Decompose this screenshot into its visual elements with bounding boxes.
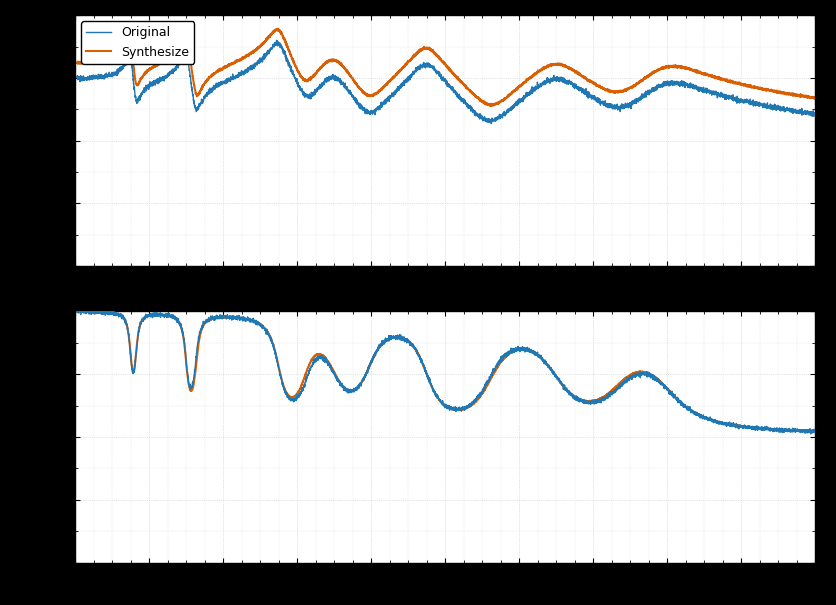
Original [679,403,689,410]
Synthesize [623,85,633,92]
Synthesize [623,373,633,381]
Synthesize [515,82,525,89]
Synthesize [485,102,495,110]
Original [810,110,820,117]
Synthesize [206,73,217,80]
Original [553,73,563,80]
Synthesize [206,315,217,322]
Original [354,104,364,111]
Synthesize [72,59,82,66]
Synthesize [515,346,525,353]
Synthesize [72,308,82,315]
Line: Synthesize: Synthesize [77,312,815,431]
Synthesize [552,374,562,381]
Original [552,373,562,381]
Synthesize [553,60,563,68]
Original [623,100,633,108]
Original [679,82,689,89]
Original [354,382,364,389]
Original [72,308,82,315]
Synthesize [810,94,820,101]
Original [623,374,633,382]
Original [206,85,217,93]
Synthesize [354,83,364,91]
Original [515,95,525,102]
Original [272,37,282,44]
Original [206,316,217,324]
Synthesize [807,428,817,435]
Synthesize [679,65,689,72]
Synthesize [679,402,689,409]
Line: Original: Original [77,41,815,123]
Line: Original: Original [77,312,815,434]
Original [72,73,82,80]
Synthesize [273,25,283,32]
Original [515,348,525,355]
Line: Synthesize: Synthesize [77,28,815,106]
Original [73,308,83,315]
Original [810,428,820,435]
Synthesize [354,382,364,390]
Synthesize [810,428,820,435]
Original [487,120,497,127]
Legend: Original, Synthesize: Original, Synthesize [81,21,195,64]
Original [806,430,816,437]
